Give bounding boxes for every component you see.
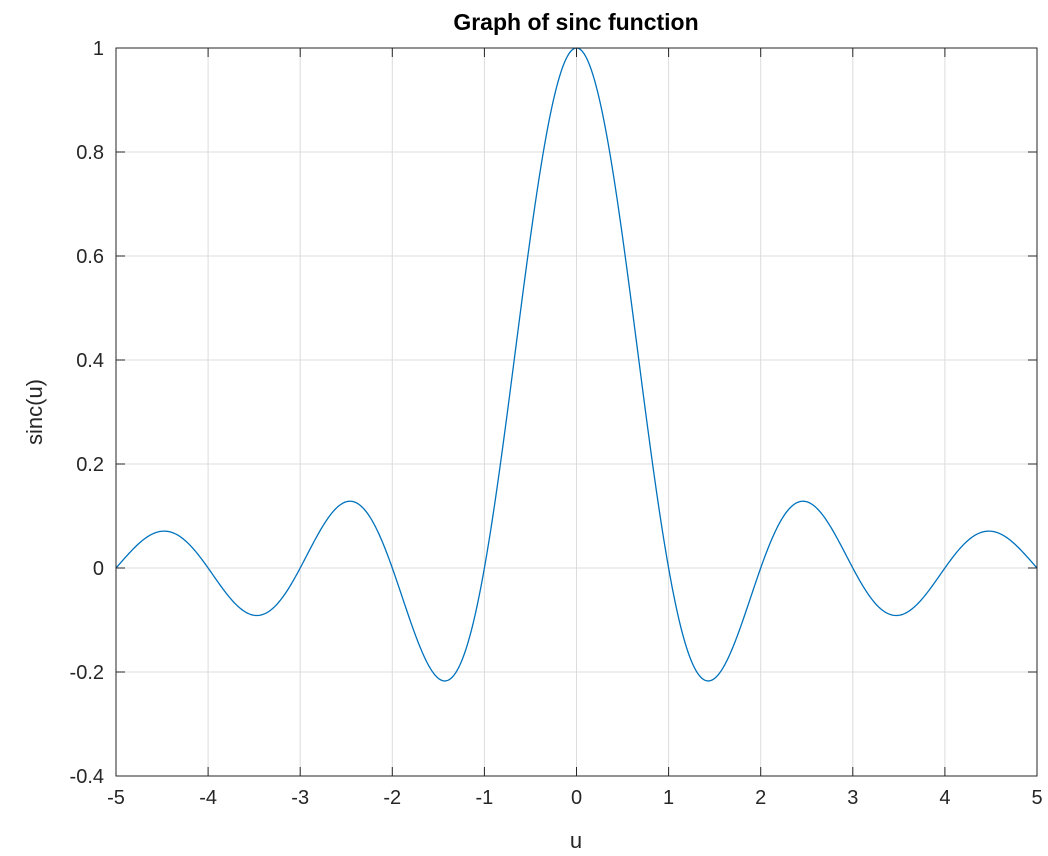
x-axis-label: u: [570, 828, 582, 853]
x-tick-label: 0: [571, 787, 582, 809]
x-tick-label: -3: [291, 787, 309, 809]
x-tick-label: -1: [476, 787, 494, 809]
y-tick-label: 0.4: [76, 350, 104, 372]
x-tick-label: 2: [755, 787, 766, 809]
y-tick-label: 0.2: [76, 454, 104, 476]
y-tick-label: 0.8: [76, 142, 104, 164]
x-tick-label: -5: [107, 787, 125, 809]
ticks: -5 -4 -3 -2 -1 0 1 2 3 4 5 -0.4 -0.2 0 0.2 0.4 0.6 0.8 1: [70, 38, 1043, 809]
x-tick-label: -4: [199, 787, 217, 809]
x-tick-label: 4: [939, 787, 950, 809]
y-tick-label: 0.6: [76, 246, 104, 268]
x-tick-label: -2: [383, 787, 401, 809]
y-axis-label: sinc(u): [22, 379, 47, 445]
y-tick-label: 1: [93, 38, 104, 60]
grid: [116, 48, 1037, 776]
x-tick-label: 3: [847, 787, 858, 809]
x-tick-label: 1: [663, 787, 674, 809]
x-tick-label: 5: [1031, 787, 1042, 809]
y-tick-label: -0.4: [70, 766, 104, 788]
y-tick-label: 0: [93, 558, 104, 580]
y-tick-label: -0.2: [70, 662, 104, 684]
chart-title: Graph of sinc function: [453, 9, 698, 35]
